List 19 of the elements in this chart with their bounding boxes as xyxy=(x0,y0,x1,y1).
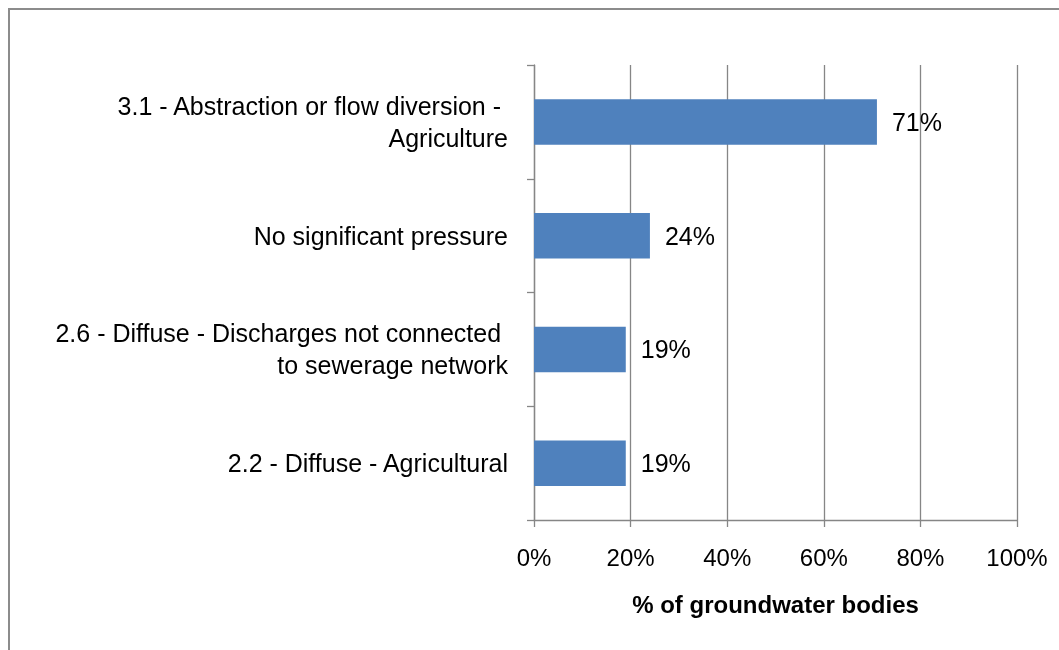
data-label: 19% xyxy=(640,335,691,364)
bar xyxy=(534,440,626,486)
x-tick-label: 20% xyxy=(606,543,655,571)
data-label: 19% xyxy=(640,449,691,478)
bar xyxy=(534,212,650,259)
x-tick-label: 40% xyxy=(703,543,752,571)
x-tick-label: 0% xyxy=(516,543,552,571)
y-tick-label: No significant pressure xyxy=(253,221,508,250)
x-tick-label: 80% xyxy=(896,543,945,571)
y-tick-label: 3.1 - Abstraction or flow diversion - Agriculture xyxy=(117,91,508,152)
y-tick-label: 2.6 - Diffuse - Discharges not connected to sewerage network xyxy=(55,319,509,380)
bar xyxy=(534,99,877,145)
x-tick-label: 100% xyxy=(986,543,1048,571)
x-axis-title: % of groundwater bodies xyxy=(632,590,919,618)
x-tick-label: 60% xyxy=(799,543,848,571)
data-label: 24% xyxy=(664,221,715,250)
data-label: 71% xyxy=(891,107,942,136)
bar xyxy=(534,326,626,373)
y-tick-label: 2.2 - Diffuse - Agricultural xyxy=(227,449,508,478)
